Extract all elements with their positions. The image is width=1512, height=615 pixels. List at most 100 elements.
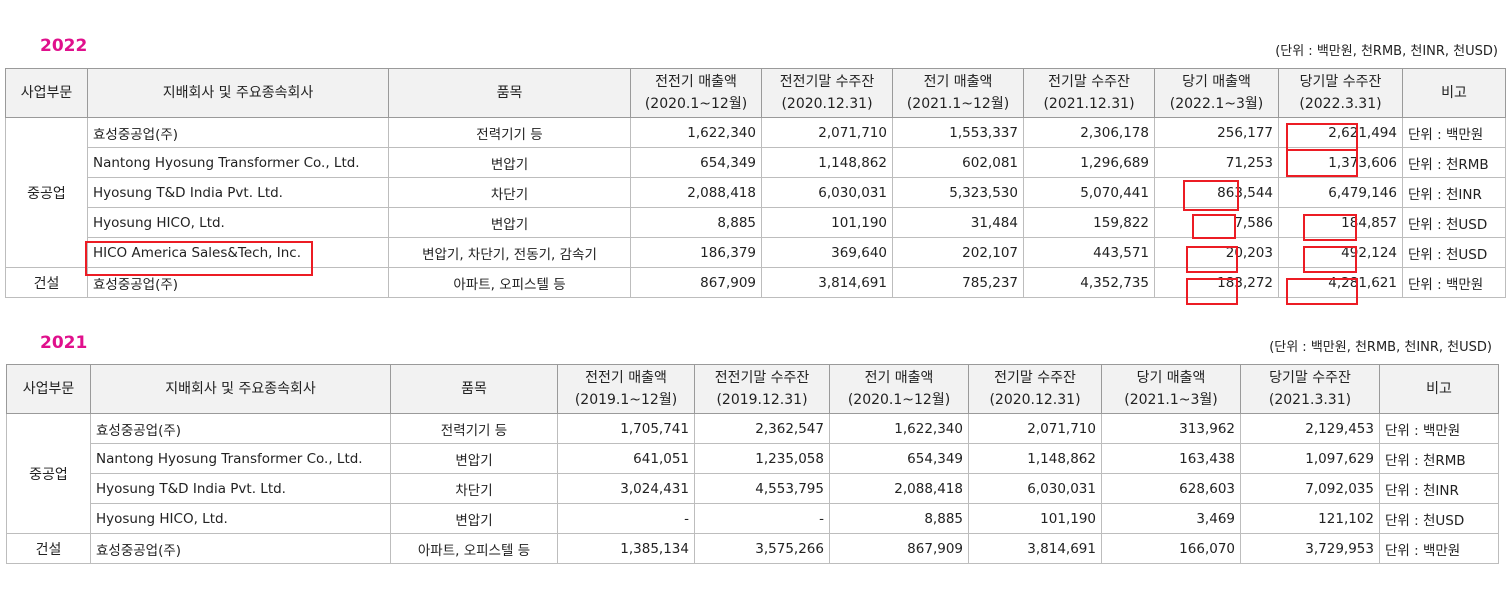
table-row: Hyosung HICO, Ltd. 변압기 8,885 101,190 31,… [6,207,1506,238]
table-row: HICO America Sales&Tech, Inc. 변압기, 차단기, … [6,237,1506,268]
value-cell: 1,148,862 [761,147,893,178]
value-cell: 6,030,031 [968,473,1102,504]
header-c5: 당기 매출액 (2021.1~3월) [1101,364,1241,414]
item-cell: 차단기 [388,177,631,208]
company-cell: Hyosung HICO, Ltd. [87,207,389,238]
value-cell: 1,705,741 [557,413,695,444]
company-cell: Hyosung T&D India Pvt. Ltd. [87,177,389,208]
table-header-row: 사업부문 지배회사 및 주요종속회사 품목 전전기 매출액 (2019.1~12월… [6,364,1499,414]
value-cell: 867,909 [829,533,969,564]
segment-cell: 건설 [5,267,88,298]
value-cell: 256,177 [1154,117,1279,148]
value-cell: 4,281,621 [1278,267,1403,298]
value-cell: 20,203 [1154,237,1279,268]
header-c5: 당기 매출액 (2022.1~3월) [1154,68,1279,118]
value-cell: - [694,503,830,534]
year-title-2021: 2021 [40,333,88,353]
segment-cell: 건설 [6,533,91,564]
value-cell: 3,469 [1101,503,1241,534]
value-cell: 628,603 [1101,473,1241,504]
company-cell: 효성중공업(주) [90,533,391,564]
table-2022: 사업부문 지배회사 및 주요종속회사 품목 전전기 매출액 (2020.1~12월… [5,68,1506,298]
value-cell: 369,640 [761,237,893,268]
value-cell: 4,553,795 [694,473,830,504]
note-cell: 단위 : 백만원 [1402,267,1506,298]
value-cell: 184,857 [1278,207,1403,238]
company-cell: Hyosung T&D India Pvt. Ltd. [90,473,391,504]
item-cell: 변압기 [388,207,631,238]
table-row: Nantong Hyosung Transformer Co., Ltd. 변압… [7,443,1499,474]
table-row: Nantong Hyosung Transformer Co., Ltd. 변압… [6,147,1506,178]
header-company: 지배회사 및 주요종속회사 [90,364,391,414]
table-row: Hyosung T&D India Pvt. Ltd. 차단기 3,024,43… [7,473,1499,504]
value-cell: 5,323,530 [892,177,1024,208]
note-cell: 단위 : 백만원 [1379,413,1499,444]
year-title-2022: 2022 [40,36,88,56]
value-cell: 121,102 [1240,503,1380,534]
header-c3: 전기 매출액 (2021.1~12월) [892,68,1024,118]
value-cell: 1,622,340 [630,117,762,148]
value-cell: 6,479,146 [1278,177,1403,208]
header-note: 비고 [1402,68,1506,118]
note-cell: 단위 : 천RMB [1379,443,1499,474]
value-cell: 3,814,691 [968,533,1102,564]
value-cell: 101,190 [761,207,893,238]
header-segment: 사업부문 [5,68,88,118]
value-cell: 602,081 [892,147,1024,178]
note-cell: 단위 : 천INR [1379,473,1499,504]
value-cell: 8,885 [630,207,762,238]
header-segment: 사업부문 [6,364,91,414]
table-row: Hyosung T&D India Pvt. Ltd. 차단기 2,088,41… [6,177,1506,208]
value-cell: 2,088,418 [630,177,762,208]
header-item: 품목 [390,364,558,414]
header-c4: 전기말 수주잔 (2020.12.31) [968,364,1102,414]
value-cell: 443,571 [1023,237,1155,268]
value-cell: 166,070 [1101,533,1241,564]
unit-note-2021: (단위 : 백만원, 천RMB, 천INR, 천USD) [1269,340,1492,355]
value-cell: 3,024,431 [557,473,695,504]
unit-note-2022: (단위 : 백만원, 천RMB, 천INR, 천USD) [1275,44,1498,59]
value-cell: 2,088,418 [829,473,969,504]
item-cell: 차단기 [390,473,558,504]
value-cell: 785,237 [892,267,1024,298]
header-c3: 전기 매출액 (2020.1~12월) [829,364,969,414]
table-header-row: 사업부문 지배회사 및 주요종속회사 품목 전전기 매출액 (2020.1~12월… [5,68,1506,118]
value-cell: 71,253 [1154,147,1279,178]
table-row: 중공업 효성중공업(주) 전력기기 등 1,705,741 2,362,547 … [6,413,1499,534]
value-cell: 863,544 [1154,177,1279,208]
item-cell: 전력기기 등 [388,117,631,148]
table-row: 건설 효성중공업(주) 아파트, 오피스텔 등 867,909 3,814,69… [5,267,1506,298]
table-2021: 사업부문 지배회사 및 주요종속회사 품목 전전기 매출액 (2019.1~12월… [6,364,1499,564]
header-item: 품목 [388,68,631,118]
header-c1: 전전기 매출액 (2020.1~12월) [630,68,762,118]
item-cell: 변압기 [390,503,558,534]
value-cell: 3,814,691 [761,267,893,298]
header-company: 지배회사 및 주요종속회사 [87,68,389,118]
note-cell: 단위 : 천INR [1402,177,1506,208]
value-cell: 1,373,606 [1278,147,1403,178]
table-row: Hyosung HICO, Ltd. 변압기 - - 8,885 101,190… [7,503,1499,534]
table-row: 건설 효성중공업(주) 아파트, 오피스텔 등 1,385,134 3,575,… [6,533,1499,564]
header-c1: 전전기 매출액 (2019.1~12월) [557,364,695,414]
value-cell: 1,235,058 [694,443,830,474]
value-cell: 2,071,710 [968,413,1102,444]
item-cell: 변압기 [388,147,631,178]
value-cell: 867,909 [630,267,762,298]
company-cell: Nantong Hyosung Transformer Co., Ltd. [90,443,391,474]
segment-cell: 중공업 [6,413,91,534]
value-cell: 492,124 [1278,237,1403,268]
value-cell: 641,051 [557,443,695,474]
value-cell: 2,306,178 [1023,117,1155,148]
value-cell: 7,586 [1154,207,1279,238]
note-cell: 단위 : 천RMB [1402,147,1506,178]
value-cell: 2,129,453 [1240,413,1380,444]
value-cell: 202,107 [892,237,1024,268]
company-cell: 효성중공업(주) [87,117,389,148]
table-row: 중공업 효성중공업(주) 전력기기 등 1,622,340 2,071,710 … [5,117,1506,268]
note-cell: 단위 : 백만원 [1402,117,1506,148]
value-cell: 1,553,337 [892,117,1024,148]
header-c2: 전전기말 수주잔 (2020.12.31) [761,68,893,118]
note-cell: 단위 : 천USD [1402,207,1506,238]
value-cell: 654,349 [630,147,762,178]
value-cell: 101,190 [968,503,1102,534]
